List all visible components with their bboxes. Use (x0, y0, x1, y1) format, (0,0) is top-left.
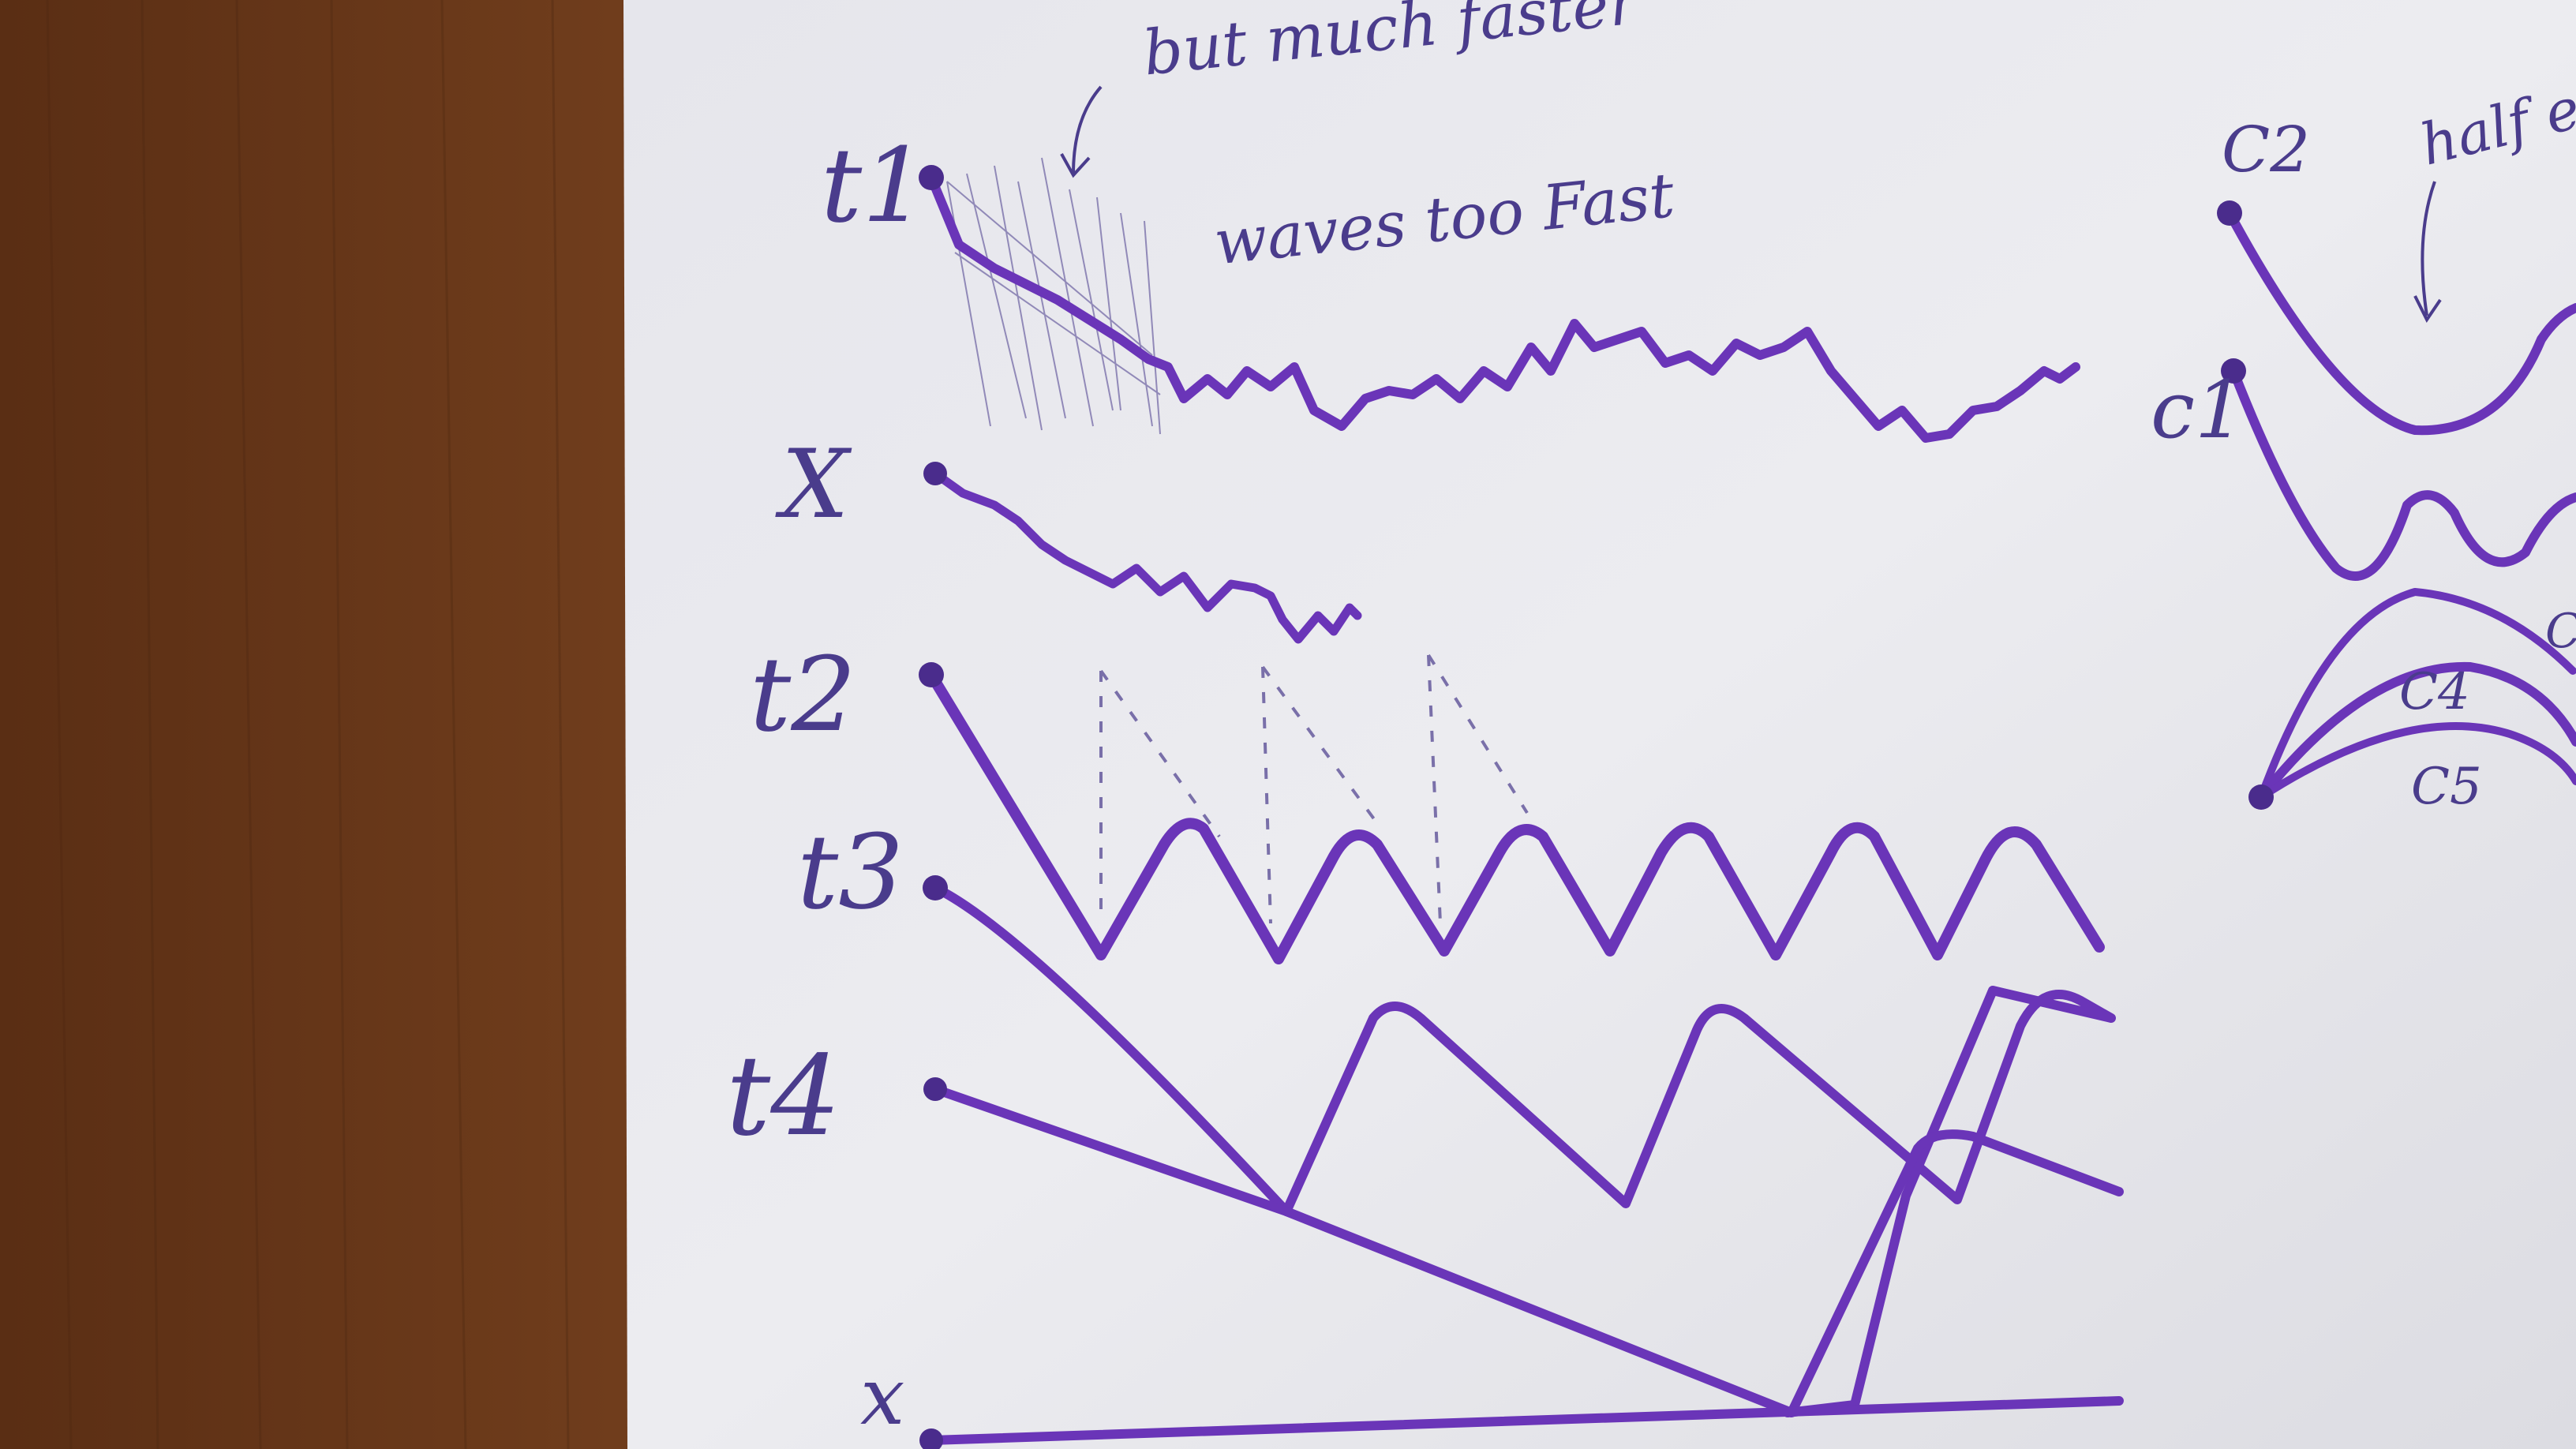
label-c5: C5 (2411, 758, 2482, 816)
annotation-arrows (1060, 85, 2442, 323)
dashed-guides (1099, 653, 1529, 924)
curve-t2 (926, 669, 2105, 964)
curve-c2 (2225, 208, 2576, 436)
curve-x-upper (930, 469, 1362, 644)
curve-c1 (2229, 366, 2576, 581)
label-t4: t4 (726, 1032, 841, 1161)
wood-grain (46, 0, 570, 1449)
label-c2: C2 (2222, 113, 2311, 186)
curve-x-lower (927, 1396, 2124, 1445)
label-x-upper: X (781, 430, 849, 540)
paper-sheet (623, 0, 2576, 1449)
label-t1: t1 (821, 125, 927, 245)
label-t2: t2 (750, 635, 856, 754)
label-c3-partial: C3 (2545, 608, 2576, 655)
endpoint-dots (919, 165, 2274, 1449)
curve-c4 (2256, 661, 2576, 802)
curve-t1 (927, 173, 2080, 443)
label-c4: C4 (2399, 663, 2470, 721)
curve-c5 (2257, 722, 2576, 801)
label-x-lower: x (860, 1350, 905, 1443)
curve-c3 (2257, 588, 2576, 801)
label-t3: t3 (797, 812, 904, 932)
curve-t4 (930, 1084, 2124, 1417)
pencil-hatching (946, 157, 1161, 435)
label-c1: c1 (2151, 364, 2245, 456)
